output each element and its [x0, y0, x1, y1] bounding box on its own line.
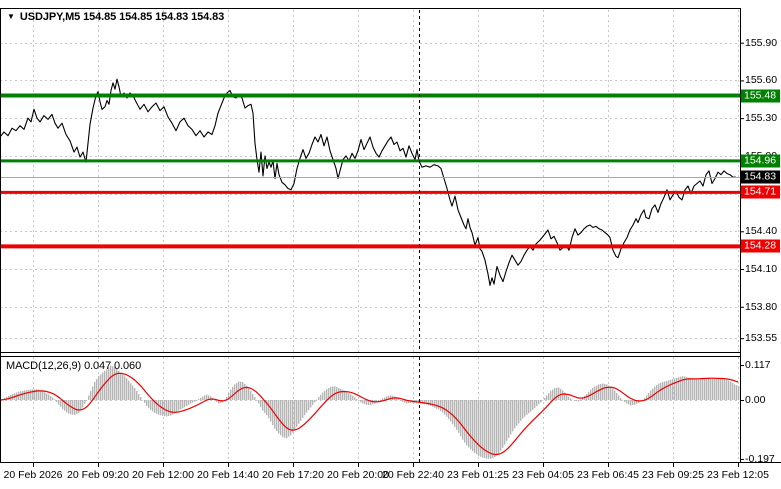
time-axis-label: 20 Feb 14:40	[197, 469, 259, 481]
time-axis-label: 23 Feb 09:25	[642, 469, 704, 481]
price-axis-label: 155.30	[745, 112, 778, 125]
time-axis-label: 20 Feb 17:20	[262, 469, 324, 481]
macd-signal-line	[0, 372, 739, 456]
price-badge-support-upper: 154.71	[741, 185, 780, 199]
macd-axis-label: 0.00	[745, 393, 766, 406]
time-axis-label: 20 Feb 22:40	[382, 469, 444, 481]
collapse-triangle-icon[interactable]: ▼	[7, 12, 15, 21]
price-axis-label: 153.55	[745, 332, 778, 345]
price-axis-label: 155.60	[745, 74, 778, 87]
time-axis-label: 20 Feb 2026	[3, 469, 63, 481]
price-axis-label: 154.10	[745, 263, 778, 275]
price-badge-resistance-lower: 154.96	[741, 154, 780, 168]
price-axis-label: 154.40	[745, 225, 778, 238]
chart-title: USDJPY,M5 154.85 154.85 154.83 154.83	[19, 11, 225, 23]
time-axis-label: 23 Feb 06:45	[577, 469, 639, 481]
macd-indicator-label: MACD(12,26,9) 0.047 0.060	[6, 360, 142, 372]
price-badge-support-lower: 154.28	[741, 239, 780, 253]
time-axis-label: 20 Feb 12:00	[132, 469, 194, 481]
time-axis-label: 20 Feb 20:00	[327, 469, 389, 481]
price-axis-label: 155.90	[745, 36, 778, 49]
time-axis-label: 23 Feb 04:05	[512, 469, 574, 481]
price-axis-label: 153.80	[745, 300, 778, 313]
macd-axis-label: 0.117	[745, 359, 771, 371]
time-axis-label: 20 Feb 09:20	[67, 469, 129, 481]
macd-axis-label: -0.197	[745, 452, 775, 465]
time-axis-label: 23 Feb 01:25	[447, 469, 509, 481]
current-price-badge: 154.83	[741, 170, 780, 184]
price-badge-resistance-upper: 155.48	[741, 89, 780, 102]
chart-title-bar: ▼ USDJPY,M5 154.85 154.85 154.83 154.83	[7, 11, 224, 23]
time-axis-label: 23 Feb 12:05	[707, 469, 769, 481]
